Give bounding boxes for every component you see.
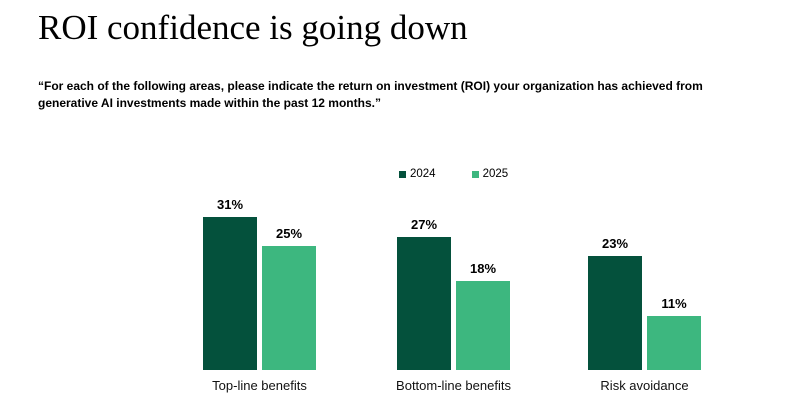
legend-item-2025: 2025	[471, 168, 509, 180]
bar-2024-risk-avoidance	[588, 256, 642, 370]
bar-column-2025-bottom-line-benefits: 18%	[456, 261, 510, 370]
bar-group-top-line-benefits: 31% 25%	[203, 197, 316, 370]
subtitle-line-1: “For each of the following areas, please…	[38, 79, 703, 93]
bar-column-2025-top-line-benefits: 25%	[262, 226, 316, 370]
bar-value-2024-risk-avoidance: 23%	[601, 236, 629, 251]
legend-label-2025: 2025	[482, 168, 509, 180]
bar-2025-top-line-benefits	[262, 246, 316, 370]
legend-label-2024: 2024	[410, 168, 436, 180]
category-label-top-line-benefits: Top-line benefits	[212, 378, 307, 393]
bar-2024-bottom-line-benefits	[397, 237, 451, 370]
bar-group-risk-avoidance: 23% 11%	[588, 236, 701, 370]
bar-column-2024-risk-avoidance: 23%	[588, 236, 642, 370]
bar-2025-risk-avoidance	[647, 316, 701, 370]
bar-group-bottom-line-benefits: 27% 18%	[397, 217, 510, 370]
chart-legend: 2024 2025	[399, 168, 508, 180]
bar-value-2025-risk-avoidance: 11%	[661, 296, 687, 311]
bar-2025-bottom-line-benefits	[456, 281, 510, 370]
bar-value-2025-top-line-benefits: 25%	[275, 226, 303, 241]
subtitle-line-2: generative AI investments made within th…	[38, 96, 381, 110]
bar-value-2025-bottom-line-benefits: 18%	[469, 261, 497, 276]
category-label-risk-avoidance: Risk avoidance	[600, 378, 689, 393]
bar-column-2025-risk-avoidance: 11%	[647, 296, 701, 370]
bar-2024-top-line-benefits	[203, 217, 257, 370]
legend-swatch-2025	[471, 170, 479, 178]
legend-item-2024: 2024	[399, 168, 436, 180]
page-title: ROI confidence is going down	[38, 8, 468, 47]
bar-column-2024-top-line-benefits: 31%	[203, 197, 257, 370]
bar-value-2024-top-line-benefits: 31%	[216, 197, 244, 212]
bar-value-2024-bottom-line-benefits: 27%	[410, 217, 438, 232]
bar-column-2024-bottom-line-benefits: 27%	[397, 217, 451, 370]
category-label-bottom-line-benefits: Bottom-line benefits	[396, 378, 511, 393]
survey-question-subtitle: “For each of the following areas, please…	[38, 78, 703, 112]
legend-swatch-2024	[399, 170, 406, 178]
